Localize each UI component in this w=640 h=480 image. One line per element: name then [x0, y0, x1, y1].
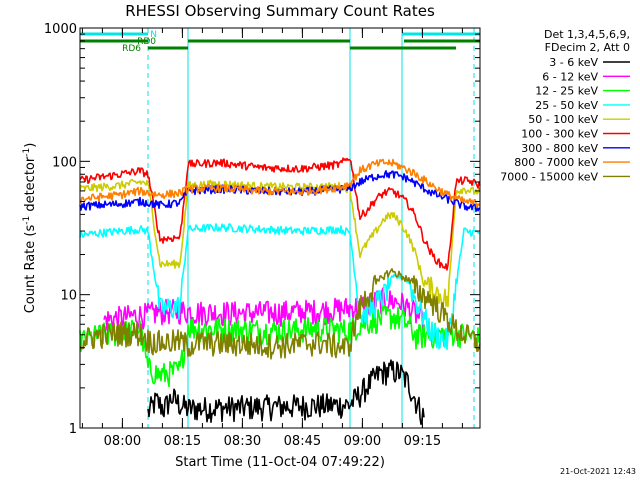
y-axis-label: Count Rate (s-1 detector-1) [22, 143, 38, 314]
x-axis-label: Start Time (11-Oct-04 07:49:22) [175, 455, 385, 470]
flag-label-n: N [150, 30, 157, 40]
x-tick-label: 09:00 [344, 434, 381, 449]
footer-date: 21-Oct-2021 12:43 [560, 467, 636, 476]
legend-header-line-2: FDecim 2, Att 0 [545, 41, 630, 54]
series-line-0 [147, 359, 425, 425]
series-line-4 [79, 178, 481, 309]
series-line-8 [79, 268, 481, 360]
flag-label-rd6: RD6 [122, 44, 141, 54]
x-tick-label: 08:00 [104, 434, 141, 449]
series-line-5 [79, 157, 481, 271]
legend-label: 25 - 50 keV [535, 99, 598, 112]
legend-label: 300 - 800 keV [521, 142, 598, 155]
chart-title: RHESSI Observing Summary Count Rates [125, 2, 435, 20]
legend-label: 7000 - 15000 keV [500, 170, 598, 183]
legend-label: 6 - 12 keV [542, 70, 598, 83]
y-tick-label: 10 [60, 289, 77, 304]
legend-label: 100 - 300 keV [521, 128, 598, 141]
legend-header-line-1: Det 1,3,4,5,6,9, [544, 28, 630, 41]
x-axis-ticks: 08:00 08:15 08:30 08:45 09:00 09:15 [81, 28, 463, 449]
y-tick-label: 1000 [44, 22, 77, 37]
series-line-2 [79, 305, 481, 388]
legend-label: 3 - 6 keV [549, 56, 598, 69]
legend-label: 12 - 25 keV [535, 85, 598, 98]
series-line-6 [79, 170, 481, 213]
x-tick-label: 08:15 [164, 434, 201, 449]
x-tick-label: 08:30 [224, 434, 261, 449]
series-line-7 [79, 158, 481, 209]
x-tick-label: 08:45 [284, 434, 321, 449]
x-tick-label: 09:15 [404, 434, 441, 449]
y-axis-ticks: 1 10 100 1000 [44, 22, 480, 437]
plot-frame [79, 27, 481, 429]
legend-label: 50 - 100 keV [528, 113, 598, 126]
series-lines [79, 157, 481, 425]
flag-label-rd0: RD0 [137, 37, 156, 47]
series-line-3 [79, 223, 481, 351]
legend-header: Det 1,3,4,5,6,9, FDecim 2, Att 0 [544, 28, 630, 54]
legend-label: 800 - 7000 keV [514, 156, 598, 169]
y-tick-label: 100 [52, 155, 77, 170]
y-tick-label: 1 [69, 422, 77, 437]
